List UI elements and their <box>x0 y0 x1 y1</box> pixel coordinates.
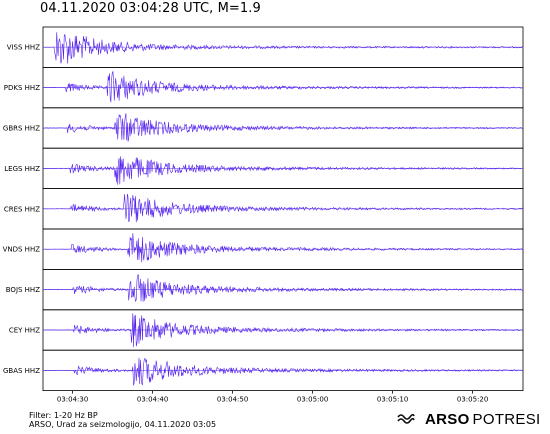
channel-label: BOJS HHZ <box>6 286 40 294</box>
arso-brand: ARSO POTRESI <box>397 410 541 428</box>
filter-label: Filter: 1-20 Hz BP <box>29 411 98 420</box>
channel-label: GBRS HHZ <box>3 125 40 133</box>
waveform-trace <box>42 70 524 103</box>
x-tick-label: 03:05:20 <box>457 396 488 404</box>
channel-label: CRES HHZ <box>4 205 40 213</box>
arso-wave-icon <box>397 413 415 424</box>
channel-label: PDKS HHZ <box>4 84 40 92</box>
footer-info: Filter: 1-20 Hz BP ARSO, Urad za seizmol… <box>29 411 216 429</box>
x-tick-label: 03:04:50 <box>217 396 248 404</box>
channel-label: LEGS HHZ <box>4 165 40 173</box>
waveform-trace <box>42 313 524 348</box>
channel-label: VISS HHZ <box>7 44 40 52</box>
waveform-trace <box>42 193 524 223</box>
x-tick-label: 03:04:30 <box>57 396 88 404</box>
waveform-trace <box>42 113 524 142</box>
credit-label: ARSO, Urad za seizmologijo, 04.11.2020 0… <box>29 420 217 429</box>
waveform-trace <box>42 357 524 386</box>
channel-label: VNDS HHZ <box>3 246 41 254</box>
waveform-trace <box>42 32 524 64</box>
channel-label: CEY HHZ <box>9 327 40 335</box>
waveform-trace <box>42 156 524 185</box>
channel-label: GBAS HHZ <box>3 367 40 375</box>
page-title: 04.11.2020 03:04:28 UTC, M=1.9 <box>40 1 261 16</box>
waveform-trace <box>42 273 524 303</box>
x-tick-label: 03:04:40 <box>137 396 168 404</box>
brand-subtitle: POTRESI <box>472 410 541 428</box>
brand-name: ARSO <box>425 410 470 428</box>
x-tick-label: 03:05:00 <box>297 396 328 404</box>
x-tick-label: 03:05:10 <box>377 396 408 404</box>
waveform-trace <box>42 233 524 263</box>
